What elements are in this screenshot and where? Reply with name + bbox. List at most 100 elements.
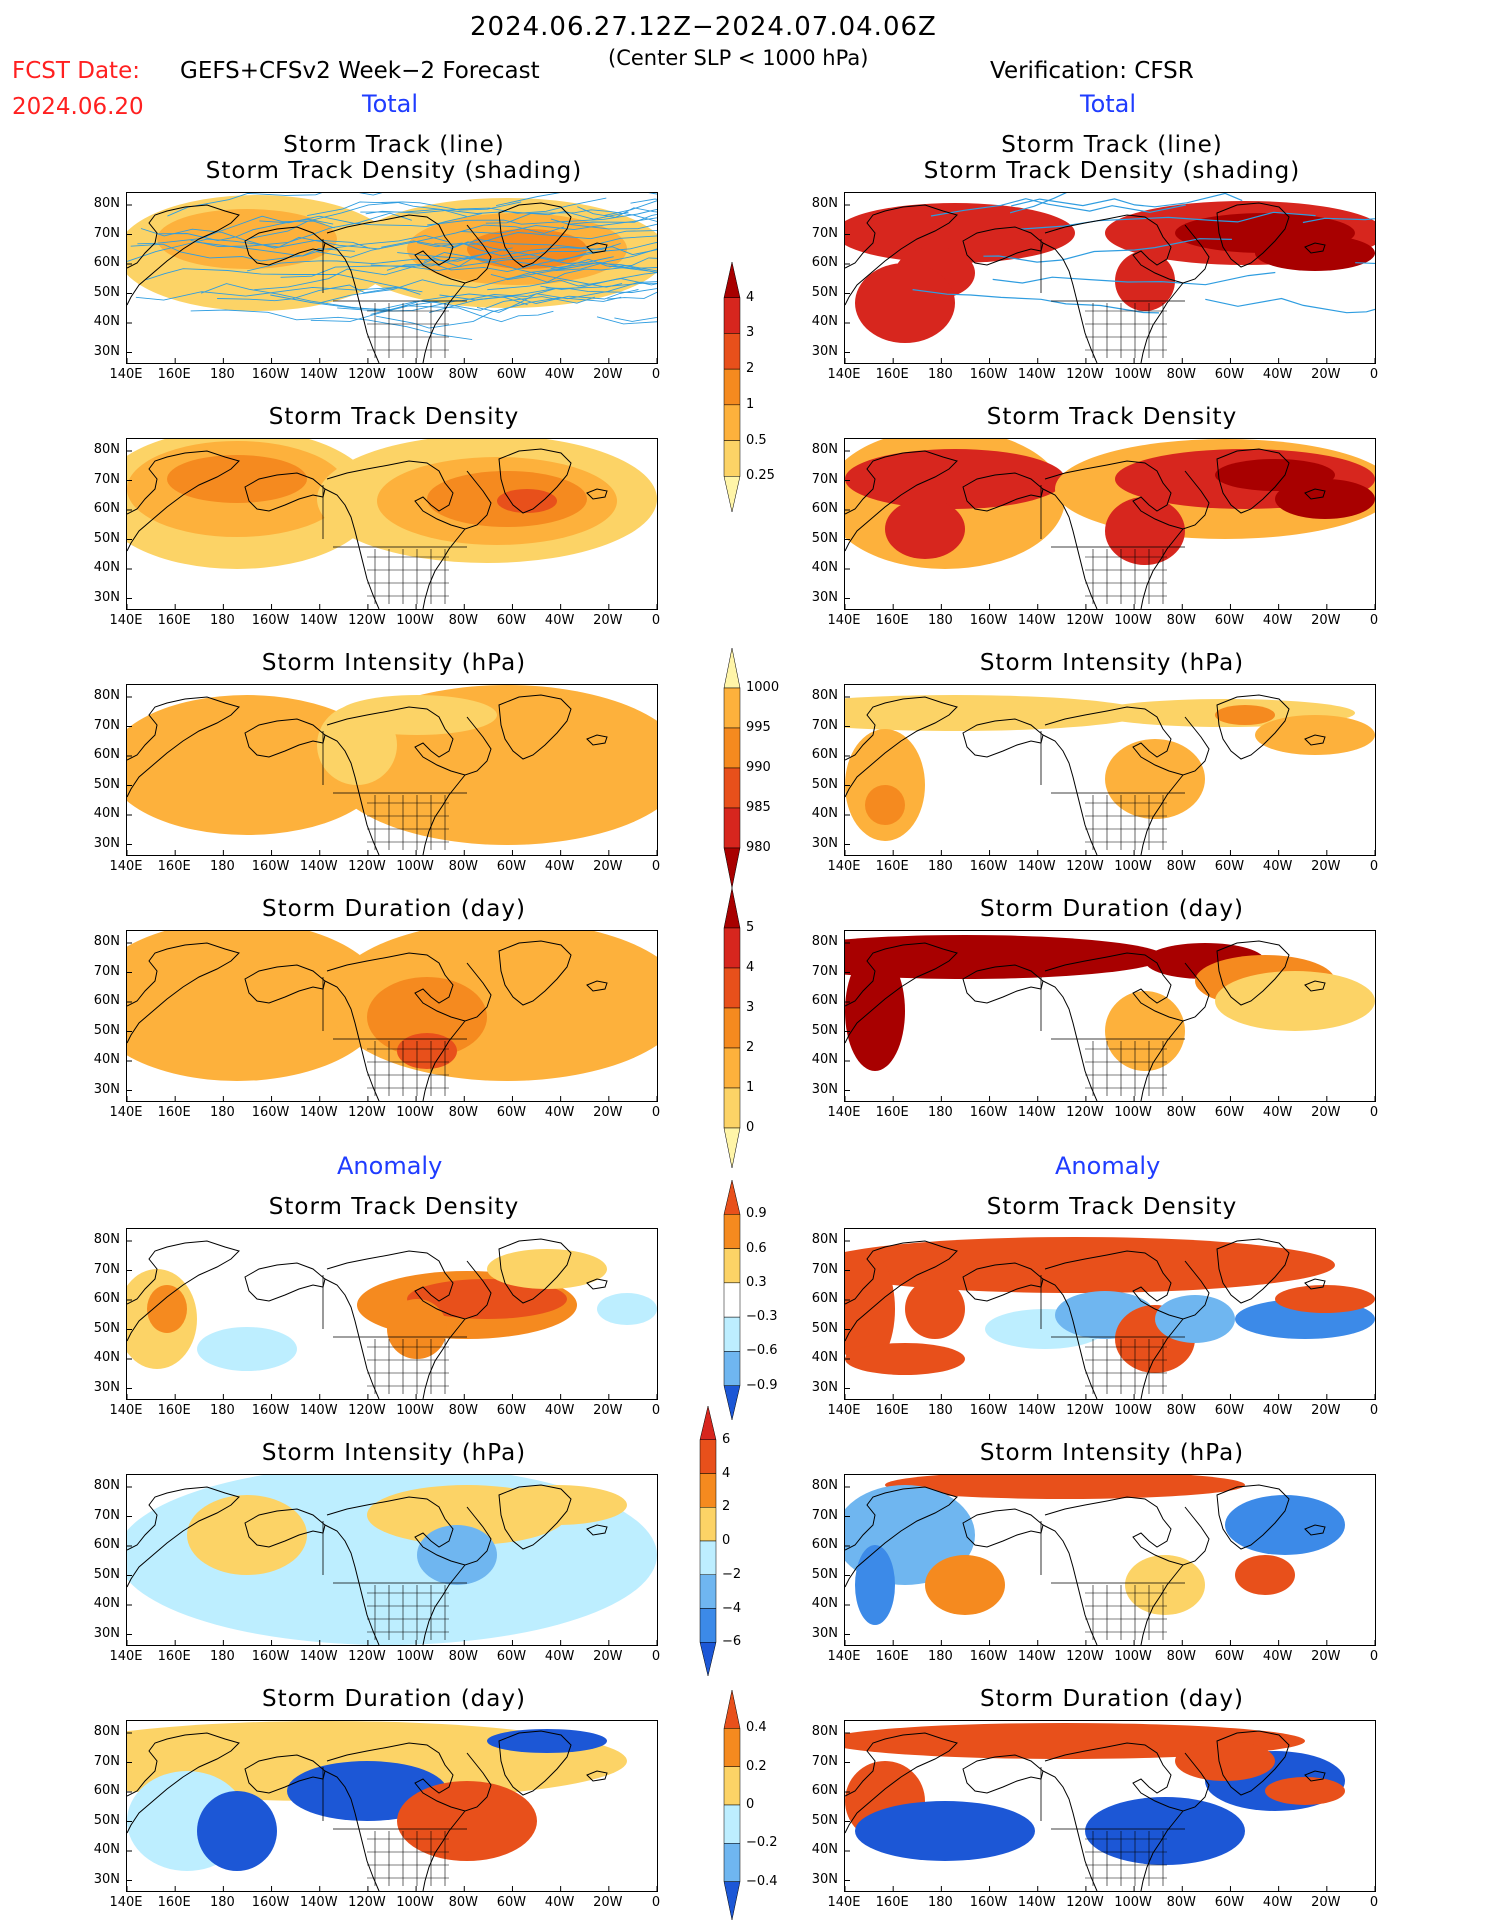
coastline [244,1754,326,1794]
map-intensity-anomaly-verification [844,1474,1376,1646]
storm-track [545,287,657,293]
coastlines [127,1484,608,1645]
lat-label: 70N [811,1261,838,1277]
lon-label: 80W [1166,613,1196,628]
lon-label: 80W [448,613,478,628]
verification-label: Verification: CFSR [990,58,1194,84]
coastline [1140,1564,1184,1645]
lon-label: 140W [1017,1649,1056,1664]
lat-label: 60N [811,255,838,270]
map-density-forecast [126,438,658,610]
shading-layer [127,439,657,569]
lon-label: 140W [299,1403,338,1418]
title-track-left: Storm Track (line) Storm Track Density (… [114,132,674,184]
lon-label: 20W [593,1649,623,1664]
storm-track [1302,217,1375,224]
lon-label: 40W [544,859,575,874]
colorbar-swatches [723,648,741,888]
lon-label: 160W [251,1105,290,1120]
coastline [498,448,572,514]
lon-label: 160E [157,367,191,382]
lat-label: 60N [93,1783,120,1798]
lat-label: 50N [93,1566,120,1582]
lon-label: 80W [1166,1649,1196,1664]
coastline [326,1250,492,1320]
coastline [1140,282,1184,363]
lon-label: 120W [348,1649,386,1664]
coastline [422,282,466,363]
shaded-region [855,1801,1035,1861]
map-canvas [845,935,1375,1101]
lon-label: 180 [209,1105,235,1120]
lon-label: 20W [1311,367,1341,382]
lon-label: 20W [1311,613,1341,628]
lat-label: 60N [811,747,838,762]
coastline [324,1770,380,1891]
lat-label: 40N [811,314,838,329]
coastline [127,450,240,552]
lon-label: 40W [544,613,575,628]
lon-label: 160E [875,1403,909,1418]
storm-track [190,309,473,341]
lon-label: 120W [348,367,386,382]
colorbar-swatch [723,1316,741,1352]
lon-label: 180 [927,1105,953,1120]
section-anomaly-right: Anomaly [1055,1152,1161,1180]
coastline [422,774,466,855]
lon-label: 0 [651,1649,661,1664]
shading-layer [845,935,1375,1071]
storm-track [550,218,657,230]
lat-label: 80N [93,1724,120,1739]
coastline [326,706,492,776]
coastline [586,1770,608,1782]
title-track-line: Storm Track (line) [1001,132,1223,158]
shaded-region [885,1475,1245,1499]
colorbar-swatch [723,404,741,441]
map-canvas [127,1475,657,1645]
coastline [1304,734,1326,746]
shaded-region [1175,1741,1275,1781]
lon-label: 160E [157,1649,191,1664]
lat-label: 40N [811,806,838,821]
colorbar-label: 4 [722,1465,731,1481]
lat-label: 30N [811,1871,838,1887]
colorbar-swatch [699,1574,717,1609]
lon-label: 140E [109,1895,143,1910]
shaded-region [397,1781,537,1861]
storm-track [566,213,657,225]
lat-label: 50N [811,776,838,792]
storm-track [386,249,608,273]
coastlines [845,694,1326,855]
coastline [324,1524,380,1645]
coastline [962,1262,1044,1302]
colorbar-label: −0.3 [746,1309,778,1325]
coastlines [127,1238,608,1399]
lon-label: 160E [875,859,909,874]
storm-track [249,202,467,239]
lon-label: 60W [1214,1649,1245,1664]
lon-label: 100W [396,1649,434,1664]
storm-track [370,256,614,272]
coastline [1042,734,1098,855]
lon-label: 0 [1369,1895,1379,1910]
lon-label: 140E [109,859,143,874]
lat-label: 60N [811,501,838,516]
lon-label: 20W [1311,859,1341,874]
lon-label: 120W [1066,1105,1104,1120]
coastline [1044,460,1210,530]
colorbar-swatch [723,297,741,334]
lon-label: 60W [496,1649,527,1664]
shading-layer [845,1237,1375,1375]
coastline [244,472,326,512]
map-intensity-anomaly-forecast [126,1474,658,1646]
lon-label: 160E [875,613,909,628]
lon-label: 100W [396,1403,434,1418]
lon-label: 180 [927,1649,953,1664]
lon-label: 60W [1214,367,1245,382]
colorbar-label: −0.2 [746,1835,778,1851]
colorbar-swatch [723,1127,741,1168]
storm-track [930,198,1186,217]
coastline [1216,1238,1290,1304]
lat-label: 30N [811,1625,838,1641]
coastline [244,1262,326,1302]
